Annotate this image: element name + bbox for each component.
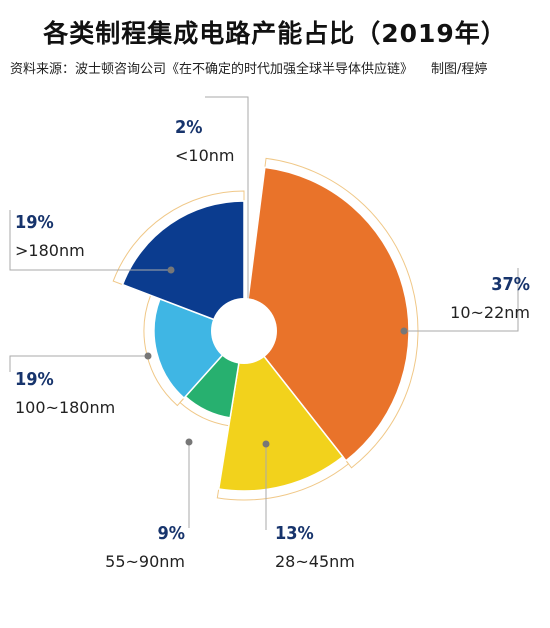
pie-slice-28-45nm [217,329,344,492]
category-label-28-45nm: 28~45nm [275,552,355,571]
leader-line-10nm [205,96,249,334]
leader-line-100-180nm [9,355,148,372]
value-label-55-90nm: 9% [158,523,186,544]
source-note: 资料来源：波士顿咨询公司《在不确定的时代加强全球半导体供应链》 制图/程婷 [10,58,545,77]
leader-dot-55-90nm [185,438,193,446]
leader-dot-10-22nm [400,327,408,335]
chart-center-hole [211,298,277,364]
slice-outline-10-22nm [243,157,419,469]
value-label-180nm: 19% [15,212,54,233]
value-label-10-22nm: 37% [491,274,530,295]
chart-title: 各类制程集成电路产能占比（2019年） [43,19,507,48]
value-label-100-180nm: 19% [15,369,54,390]
source-text: 资料来源：波士顿咨询公司《在不确定的时代加强全球半导体供应链》 [10,62,414,77]
slice-outline-28-45nm [216,329,350,501]
category-label-100-180nm: 100~180nm [15,398,115,417]
leader-line-10-22nm [404,268,519,332]
pie-slice-10-22nm [243,166,410,462]
leader-dot-180nm [167,266,175,274]
category-label-10nm: <10nm [175,146,235,165]
credit-text: 制图/程婷 [431,62,488,77]
slice-outline-180nm [112,190,245,332]
leader-line-180nm [9,210,171,271]
category-label-180nm: >180nm [15,241,85,260]
leader-dot-28-45nm [262,440,270,448]
pie-slice-180nm [121,200,245,333]
value-label-10nm: 2% [175,117,203,138]
value-label-28-45nm: 13% [275,523,314,544]
category-label-10-22nm: 10~22nm [450,303,530,322]
leader-dot-100-180nm [144,352,152,360]
category-label-55-90nm: 55~90nm [105,552,185,571]
